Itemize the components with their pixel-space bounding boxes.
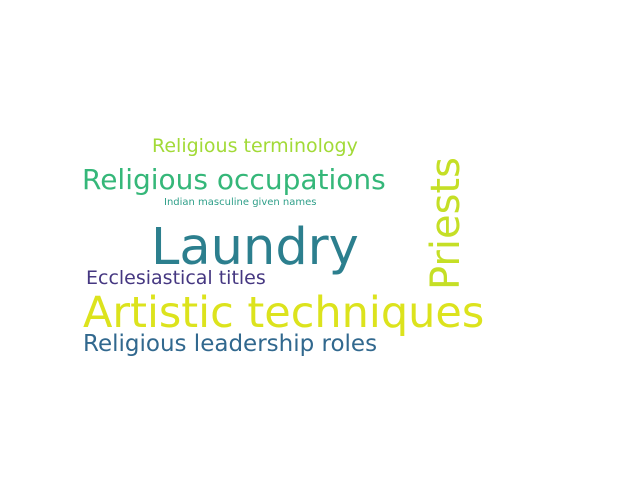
word-artistic-techniques: Artistic techniques — [83, 288, 485, 338]
word-religious-leadership-roles: Religious leadership roles — [83, 331, 378, 357]
word-indian-masculine-given-names: Indian masculine given names — [164, 197, 317, 208]
word-religious-terminology: Religious terminology — [152, 135, 358, 157]
word-priests: Priests — [423, 157, 469, 290]
word-laundry: Laundry — [151, 218, 359, 277]
word-religious-occupations: Religious occupations — [82, 163, 386, 196]
word-ecclesiastical-titles: Ecclesiastical titles — [86, 267, 266, 289]
